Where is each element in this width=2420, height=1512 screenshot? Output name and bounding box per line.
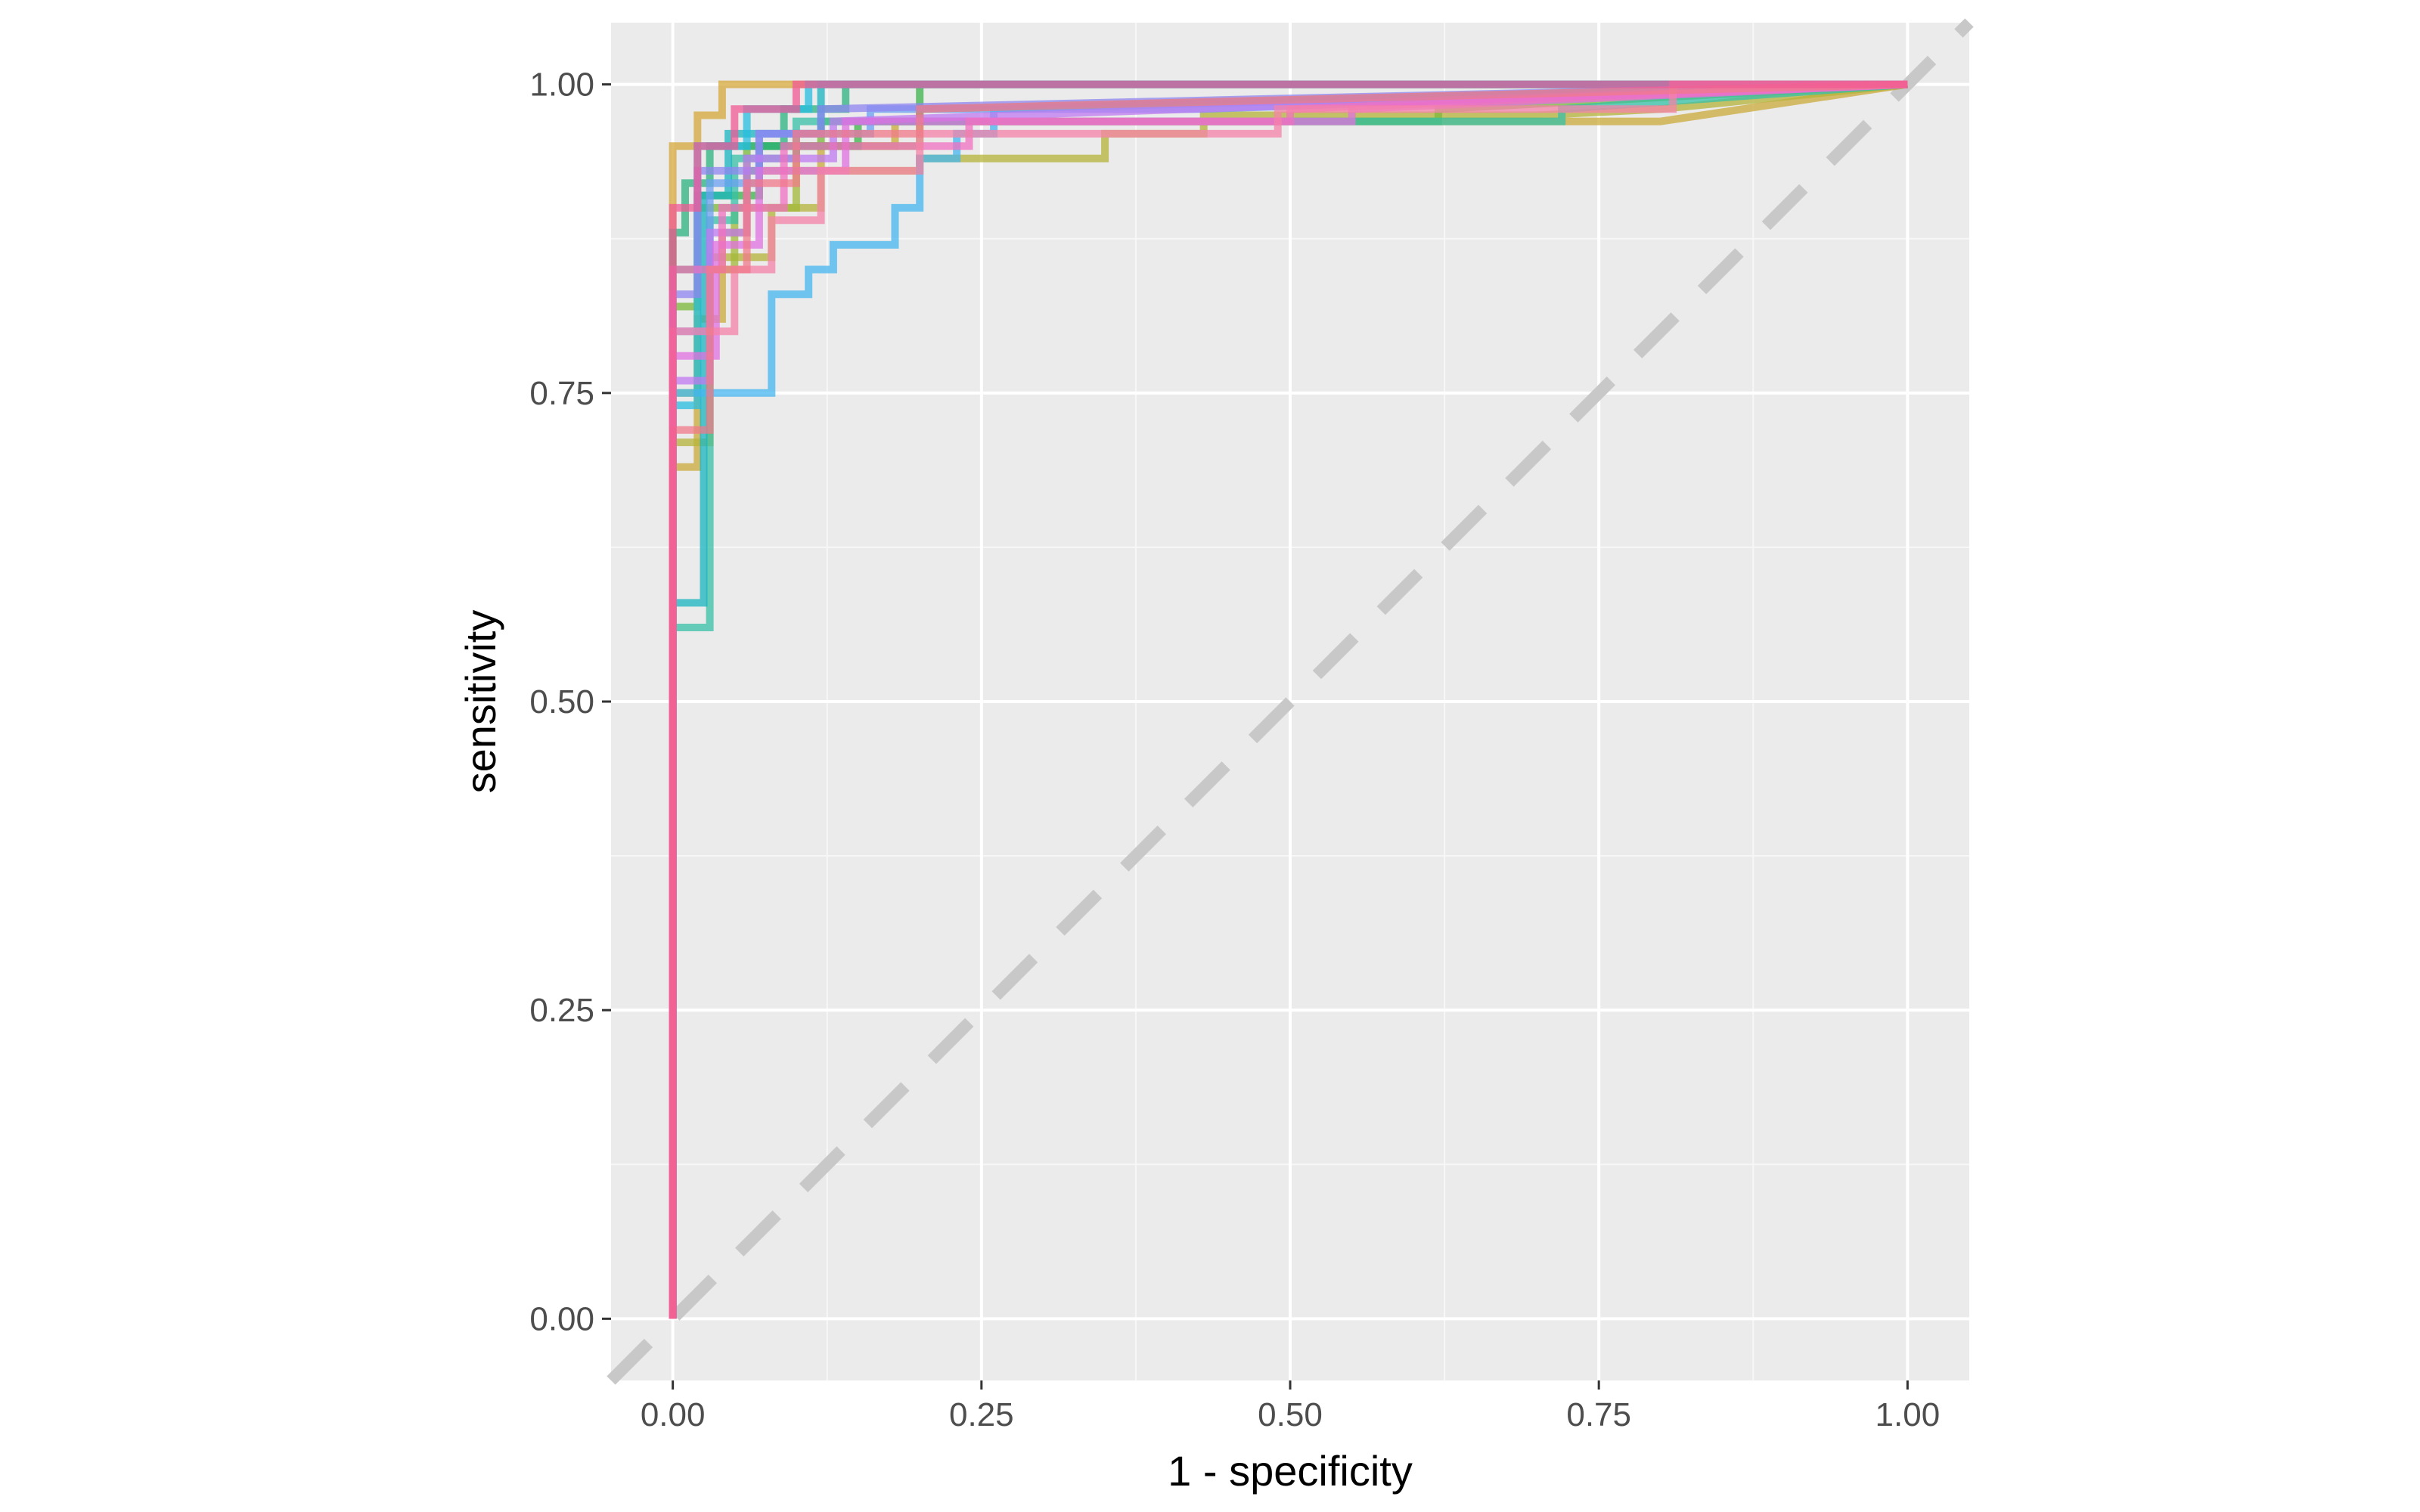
y-axis-title: sensitivity xyxy=(457,610,504,794)
y-tick-label: 0.50 xyxy=(529,683,594,720)
y-axis: 0.00 0.25 0.50 0.75 1.00 xyxy=(529,67,611,1337)
chance-diagonal-line xyxy=(607,18,1974,1385)
roc-curve-15 xyxy=(669,80,1908,1319)
x-tick-label: 0.00 xyxy=(641,1396,706,1433)
x-tick-label: 0.75 xyxy=(1566,1396,1631,1433)
roc-curve-16 xyxy=(669,80,1908,1319)
x-tick-label: 1.00 xyxy=(1876,1396,1941,1433)
y-tick-label: 0.25 xyxy=(529,992,594,1029)
x-tick-label: 0.50 xyxy=(1258,1396,1323,1433)
x-axis: 0.00 0.25 0.50 0.75 1.00 xyxy=(641,1380,1940,1433)
roc-curve-8 xyxy=(669,80,1908,1319)
y-tick-label: 0.00 xyxy=(529,1300,594,1337)
roc-curve-9 xyxy=(669,80,1908,1319)
roc-curve-17 xyxy=(669,80,1908,1319)
roc-curves xyxy=(669,80,1909,1319)
roc-curve-10 xyxy=(669,80,1908,1319)
y-tick-label: 1.00 xyxy=(529,67,594,104)
roc-curve-19 xyxy=(669,80,1908,1319)
roc-curve-18 xyxy=(669,80,1908,1319)
roc-curve-1 xyxy=(669,80,1908,1319)
x-tick-label: 0.25 xyxy=(949,1396,1014,1433)
y-tick-label: 0.75 xyxy=(529,375,594,412)
x-axis-title: 1 - specificity xyxy=(1168,1447,1413,1495)
